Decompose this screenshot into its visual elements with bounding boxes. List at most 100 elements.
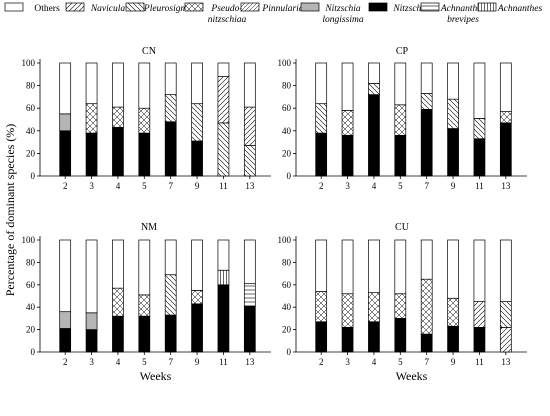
legend-item: Nitzschia [368,2,429,14]
bar-segment [368,292,380,323]
y-tick-label: 20 [26,325,36,335]
bar-segment [112,62,124,108]
y-tick-label: 0 [287,347,292,357]
bar-segment [447,98,459,129]
bar-segment [112,315,124,353]
legend-label: Pinnularia [261,4,303,14]
legend-item: Achnanthes [477,2,542,14]
bar-segment [473,301,486,328]
x-tick-label: 4 [372,181,377,191]
x-tick-label: 5 [142,357,147,367]
x-tick-label: 7 [424,357,429,367]
bar-segment [473,239,486,302]
panel-nm: 0 20 40 60 80 100 NM 2 3 4 5 7 9 11 13 Weeks [22,222,271,383]
legend-swatch [420,2,440,12]
bar-segment [315,103,328,134]
bar-segment [217,239,230,271]
bar-segment [138,239,151,296]
bar-segment [447,62,459,100]
x-tick-label: 4 [116,181,121,191]
legend-swatch [300,2,320,12]
bar-segment [315,321,328,353]
bar-segment [499,111,512,124]
x-tick-label: 2 [319,181,324,191]
y-tick-label: 60 [282,280,292,290]
x-tick-label: 11 [475,357,484,367]
bar-segment [85,329,98,353]
panel-title: CP [396,46,409,57]
bar-segment [217,76,230,124]
x-tick-label: 3 [89,181,94,191]
bar-segment [59,239,72,313]
y-tick-label: 60 [282,103,292,113]
bar-segment [473,327,486,353]
y-tick-label: 20 [26,148,36,158]
panel-title: CU [395,222,410,233]
legend-swatch [125,2,145,12]
legend: Others Navicula Pleurosigma Pseudo-nitzschi… [4,2,542,25]
bar-segment [315,239,328,292]
bar-segment [191,103,203,142]
bar-segment [420,278,433,335]
bar-segment [243,145,256,177]
bar-segment [191,140,203,177]
bar-segment [164,274,177,316]
bar-segment [394,318,407,353]
x-axis-label: Weeks [140,369,172,383]
bar-segment [368,321,380,353]
legend-swatch [65,2,85,12]
bar-segment [420,108,433,177]
y-tick-label: 40 [26,302,36,312]
bar-segment [191,239,203,291]
y-axis-label: Percentage of dominant species (%) [3,124,17,297]
legend-item: Pinnularia [240,2,304,14]
legend-label: Achnanthes [440,4,486,14]
legend-swatch [4,2,24,12]
bar-segment [138,107,151,134]
x-tick-label: 5 [398,181,403,191]
bar-segment [243,305,256,353]
bar-segment [394,104,407,136]
y-tick-label: 0 [287,171,292,181]
y-tick-label: 20 [282,148,292,158]
legend-swatch [184,2,204,12]
y-tick-label: 40 [282,302,292,312]
y-tick-label: 80 [26,81,36,91]
legend-label: Others [34,4,60,14]
bar-segment [59,311,72,329]
panel-title: NM [141,222,157,233]
bar-segment [59,62,72,115]
bar-segment [341,293,354,328]
bar-segment [164,62,177,95]
x-tick-label: 3 [345,357,350,367]
bar-segment [85,239,98,314]
bar-segment [341,239,354,295]
bar-segment [191,62,203,105]
legend-item: Pseudo-nitzschiaa [184,2,247,25]
x-tick-label: 2 [63,181,68,191]
bar-segment [420,62,433,94]
x-tick-label: 2 [63,357,68,367]
bar-segment [394,239,407,295]
x-axis-label: Weeks [396,369,428,383]
bar-segment [164,94,177,123]
legend-label: Navicula [90,4,126,14]
x-tick-label: 11 [219,357,228,367]
x-tick-label: 13 [501,181,511,191]
x-tick-label: 13 [245,181,255,191]
bar-segment [499,62,512,112]
y-tick-label: 20 [282,325,292,335]
bar-segment [315,291,328,323]
bar-segment [138,62,151,109]
bar-segment [368,239,380,293]
bar-segment [499,301,512,328]
legend-label: Nitzschia [392,4,429,14]
bar-segment [217,122,230,177]
bar-segment [217,269,230,286]
y-tick-label: 40 [282,126,292,136]
x-tick-label: 2 [319,357,324,367]
bar-segment [394,293,407,319]
